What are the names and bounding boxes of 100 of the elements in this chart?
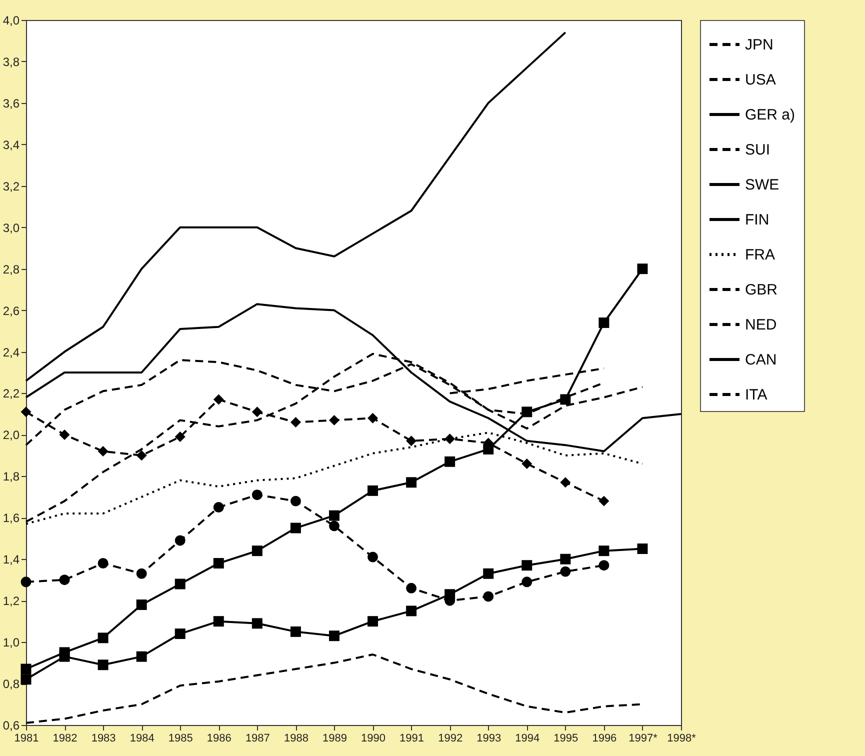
- point: [522, 458, 532, 469]
- point: [637, 544, 648, 554]
- point: [406, 582, 417, 594]
- point: [98, 446, 108, 457]
- x-tick-label: 1994: [515, 732, 540, 744]
- point: [252, 490, 262, 500]
- point: [20, 674, 32, 685]
- x-tick-label: 1989: [322, 732, 347, 744]
- point: [20, 576, 32, 588]
- point: [252, 546, 262, 556]
- y-tick-label: 1,0: [2, 636, 20, 650]
- x-tick-label: 1996: [592, 732, 617, 744]
- point: [174, 535, 186, 546]
- point: [406, 436, 417, 446]
- point: [598, 546, 610, 556]
- legend-label: ITA: [745, 386, 768, 404]
- legend-label: JPN: [745, 36, 774, 54]
- y-tick-label: 2,6: [2, 304, 20, 318]
- point: [560, 394, 571, 405]
- point: [20, 664, 32, 674]
- point: [598, 496, 610, 506]
- point: [213, 502, 224, 513]
- point: [560, 554, 571, 564]
- point: [98, 558, 108, 568]
- y-tick-label: 2,0: [2, 428, 20, 442]
- point: [522, 560, 532, 571]
- point: [328, 520, 340, 532]
- point: [328, 510, 340, 521]
- point: [598, 317, 610, 328]
- x-tick-label: 1997*: [628, 732, 658, 744]
- point: [368, 412, 378, 424]
- point: [368, 552, 378, 562]
- y-tick-label: 2,8: [2, 262, 20, 276]
- line-series: [25, 31, 566, 382]
- x-tick-label: 1982: [52, 732, 78, 744]
- point: [213, 394, 224, 405]
- point: [444, 456, 456, 467]
- point: [406, 477, 417, 488]
- x-tick-label: 1986: [206, 732, 232, 744]
- legend-label: CAN: [745, 352, 777, 368]
- point: [290, 626, 301, 637]
- x-tick-label: 1990: [361, 732, 386, 744]
- legend-label: NED: [745, 316, 777, 334]
- y-tick-label: 3,2: [2, 179, 20, 194]
- point: [368, 616, 378, 627]
- point: [59, 574, 70, 586]
- x-tick-label: 1991: [400, 732, 424, 744]
- point: [174, 628, 186, 640]
- y-tick-label: 3,4: [2, 138, 20, 152]
- legend-label: USA: [745, 72, 776, 88]
- x-tick-label: 1992: [438, 732, 463, 744]
- point: [98, 632, 108, 644]
- point: [252, 618, 262, 629]
- point: [98, 660, 108, 670]
- point: [136, 651, 147, 662]
- point: [522, 406, 532, 418]
- y-tick-label: 1,6: [2, 511, 20, 526]
- legend-label: GBR: [745, 282, 778, 298]
- x-tick-label: 1987: [245, 732, 270, 744]
- x-tick-label: 1985: [168, 732, 193, 744]
- x-tick-label: 1983: [91, 732, 116, 744]
- point: [406, 606, 417, 616]
- y-tick-label: 1,2: [2, 594, 20, 608]
- point: [59, 429, 70, 440]
- point: [213, 558, 224, 569]
- y-tick-label: 3,8: [2, 54, 20, 69]
- point: [368, 485, 378, 496]
- legend-label: SWE: [745, 176, 780, 194]
- y-tick-label: 0,6: [2, 718, 20, 732]
- legend-label: SUI: [745, 142, 770, 158]
- point: [213, 616, 224, 627]
- x-tick-label: 1984: [130, 732, 154, 744]
- x-tick-label: 1998*: [667, 732, 697, 744]
- x-tick-label: 1995: [554, 732, 578, 744]
- point: [522, 576, 532, 588]
- point: [252, 406, 262, 418]
- point: [20, 406, 32, 418]
- y-tick-label: 2,2: [2, 386, 20, 401]
- point: [483, 568, 494, 579]
- point: [136, 450, 147, 461]
- y-tick-label: 0,8: [2, 677, 20, 692]
- point: [328, 630, 340, 642]
- point: [290, 522, 301, 534]
- x-tick-label: 1988: [284, 732, 308, 744]
- legend-label: FRA: [745, 246, 775, 264]
- point: [444, 589, 456, 600]
- x-tick-label: 1993: [476, 732, 502, 744]
- point: [290, 417, 301, 428]
- legend-label: GER a): [745, 106, 796, 124]
- point: [560, 566, 571, 577]
- x-tick-label: 1981: [14, 732, 39, 744]
- point: [637, 264, 648, 274]
- point: [136, 599, 147, 610]
- point: [174, 432, 186, 442]
- point: [444, 434, 456, 444]
- y-tick-label: 1,8: [2, 470, 20, 484]
- point: [59, 651, 70, 662]
- y-tick-label: 2,4: [2, 345, 20, 360]
- legend-label: FIN: [745, 212, 770, 228]
- point: [598, 560, 610, 571]
